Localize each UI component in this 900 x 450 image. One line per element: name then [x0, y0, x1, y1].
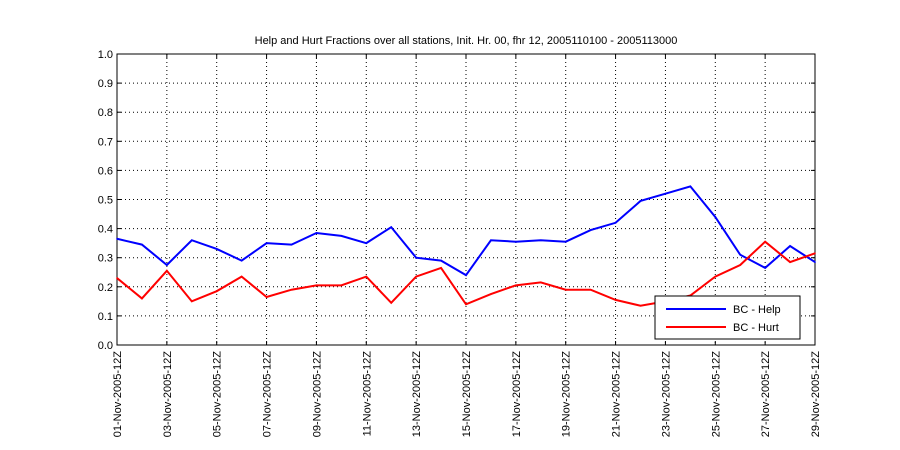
- data-point: [639, 200, 642, 202]
- data-point: [614, 221, 617, 224]
- legend: BC - Help BC - Hurt: [654, 295, 801, 340]
- data-point: [539, 239, 542, 242]
- data-point: [764, 267, 766, 269]
- x-tick-label: 17-Nov-2005-12Z: [511, 351, 523, 437]
- data-point: [789, 245, 791, 247]
- data-point: [240, 275, 243, 278]
- plot-frame: [116, 53, 816, 346]
- x-tick-label: 07-Nov-2005-12Z: [262, 351, 274, 437]
- data-point: [589, 229, 592, 231]
- data-point: [465, 274, 467, 276]
- data-point: [166, 264, 168, 266]
- data-point: [440, 267, 442, 269]
- x-tick-label: 03-Nov-2005-12Z: [162, 351, 174, 437]
- data-point: [190, 239, 193, 242]
- data-point: [141, 297, 143, 300]
- data-point: [290, 243, 293, 246]
- y-tick-label: 0.0: [98, 340, 113, 352]
- data-point: [340, 284, 343, 287]
- series-lines: [116, 185, 816, 307]
- data-point: [714, 216, 717, 218]
- data-point: [589, 288, 592, 291]
- data-point: [515, 240, 517, 243]
- data-point: [315, 232, 318, 234]
- data-point: [739, 253, 742, 256]
- axes: 0.0 0.1 0.2 0.3 0.4 0.5 0.6 0.7 0.8 0.9 1.0 01-Nov-…: [98, 49, 822, 437]
- data-point: [739, 264, 742, 266]
- data-point: [764, 240, 766, 243]
- data-point: [564, 240, 567, 243]
- x-tick-label: 21-Nov-2005-12Z: [611, 351, 623, 437]
- data-point: [315, 284, 318, 287]
- data-point: [564, 288, 567, 291]
- data-point: [539, 281, 542, 284]
- data-point: [340, 235, 343, 237]
- legend-hurt-label: BC - Hurt: [733, 322, 779, 334]
- data-point: [814, 261, 816, 263]
- data-point: [116, 277, 118, 279]
- data-point: [814, 252, 816, 255]
- data-point: [415, 256, 417, 259]
- data-point: [141, 243, 143, 246]
- x-tick-label: 11-Nov-2005-12Z: [361, 351, 373, 437]
- y-tick-label: 0.2: [98, 282, 113, 294]
- x-tick-label: 27-Nov-2005-12Z: [760, 351, 772, 437]
- data-point: [490, 239, 492, 242]
- data-point: [265, 296, 268, 298]
- data-point: [166, 269, 168, 272]
- y-tick-label: 1.0: [98, 49, 113, 61]
- data-point: [265, 242, 268, 244]
- x-tick-label: 13-Nov-2005-12Z: [411, 351, 423, 437]
- y-tick-label: 0.8: [98, 107, 113, 119]
- x-tick-label: 15-Nov-2005-12Z: [461, 351, 473, 437]
- data-point: [789, 261, 791, 263]
- data-point: [689, 185, 692, 188]
- data-point: [290, 288, 293, 291]
- data-point: [365, 275, 368, 278]
- x-tick-label: 01-Nov-2005-12Z: [112, 351, 124, 437]
- y-tick-label: 0.4: [98, 224, 113, 236]
- data-point: [490, 293, 492, 295]
- x-tick-label: 25-Nov-2005-12Z: [710, 351, 722, 437]
- data-point: [465, 303, 467, 306]
- data-point: [240, 259, 243, 262]
- y-tick-label: 0.3: [98, 253, 113, 265]
- data-point: [614, 299, 617, 301]
- data-point: [440, 259, 442, 262]
- y-tick-label: 0.1: [98, 311, 113, 323]
- data-point: [664, 192, 667, 195]
- x-tick-label: 09-Nov-2005-12Z: [311, 351, 323, 437]
- data-point: [190, 300, 193, 303]
- y-tick-label: 0.6: [98, 165, 113, 177]
- y-tick-label: 0.7: [98, 136, 113, 148]
- x-tick-label: 19-Nov-2005-12Z: [561, 351, 573, 437]
- x-tick-label: 05-Nov-2005-12Z: [212, 351, 224, 437]
- y-tick-label: 0.5: [98, 195, 113, 207]
- data-point: [390, 302, 393, 304]
- data-point: [415, 275, 417, 278]
- data-point: [365, 242, 368, 244]
- legend-help-label: BC - Help: [733, 304, 781, 316]
- x-tick-label: 23-Nov-2005-12Z: [660, 351, 672, 437]
- y-tick-label: 0.9: [98, 78, 113, 90]
- data-point: [215, 248, 218, 250]
- data-point: [639, 304, 642, 307]
- data-point: [390, 226, 393, 228]
- data-point: [515, 284, 517, 287]
- data-point: [215, 290, 218, 292]
- chart-title: Help and Hurt Fractions over all station…: [255, 35, 678, 47]
- x-tick-label: 29-Nov-2005-12Z: [810, 351, 822, 437]
- data-point: [116, 237, 118, 240]
- data-point: [714, 275, 717, 278]
